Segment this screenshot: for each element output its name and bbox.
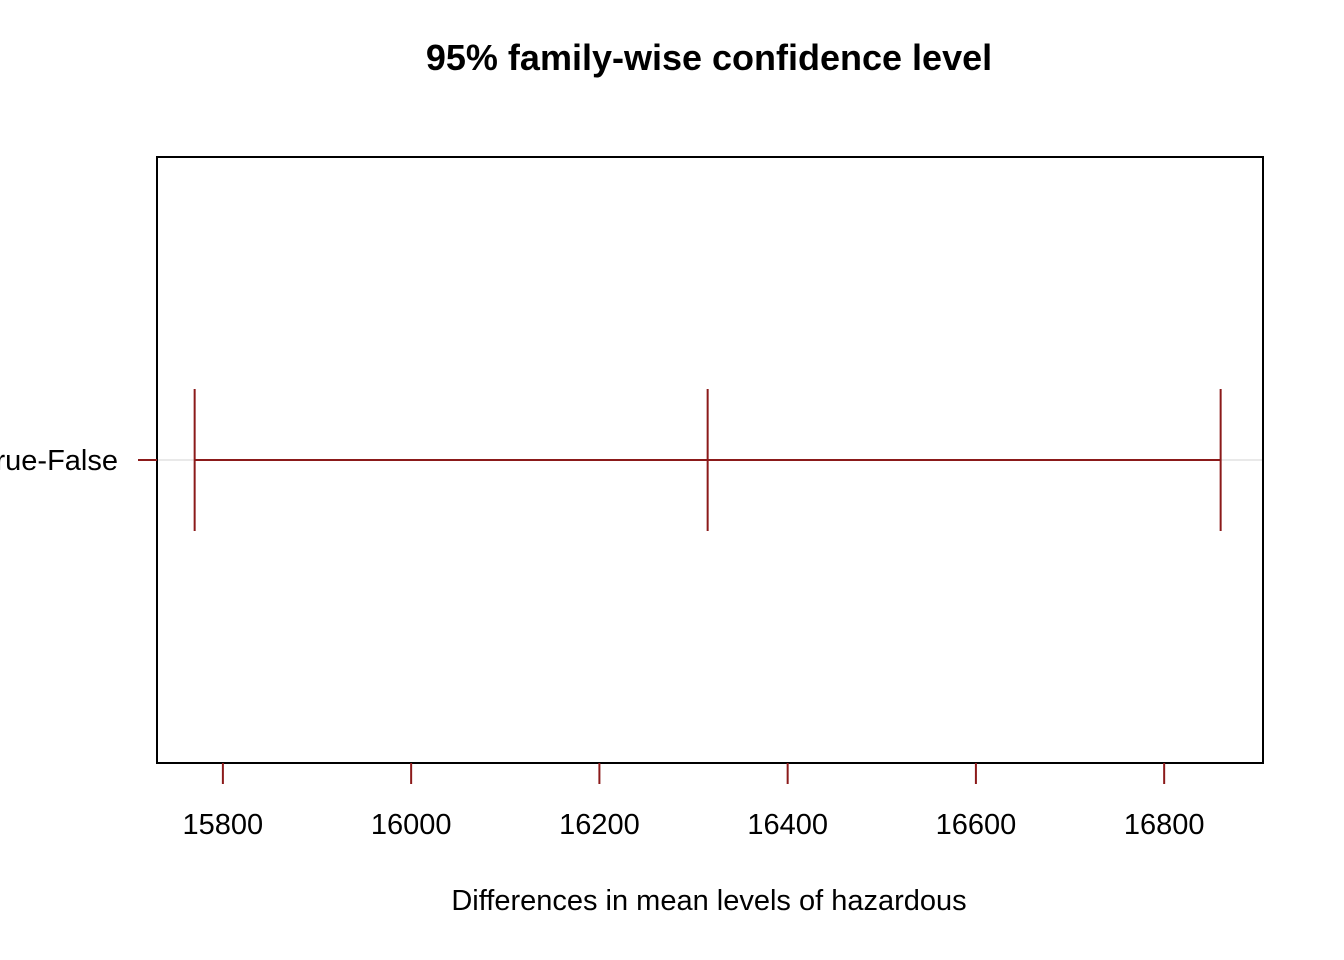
x-tick-label: 16200 — [559, 809, 640, 841]
x-axis-label: Differences in mean levels of hazardous — [451, 885, 966, 917]
x-tick-label: 16800 — [1124, 809, 1205, 841]
chart-title: 95% family-wise confidence level — [426, 37, 992, 78]
x-tick-label: 16600 — [936, 809, 1017, 841]
y-tick-label: True-False — [0, 445, 118, 477]
x-axis: 15800 16000 16200 16400 16600 16800 — [183, 763, 1205, 841]
x-tick-label: 16400 — [747, 809, 828, 841]
interval-layer — [193, 389, 1222, 531]
y-axis: True-False — [0, 445, 157, 477]
x-tick-label: 15800 — [183, 809, 264, 841]
x-tick-label: 16000 — [371, 809, 452, 841]
